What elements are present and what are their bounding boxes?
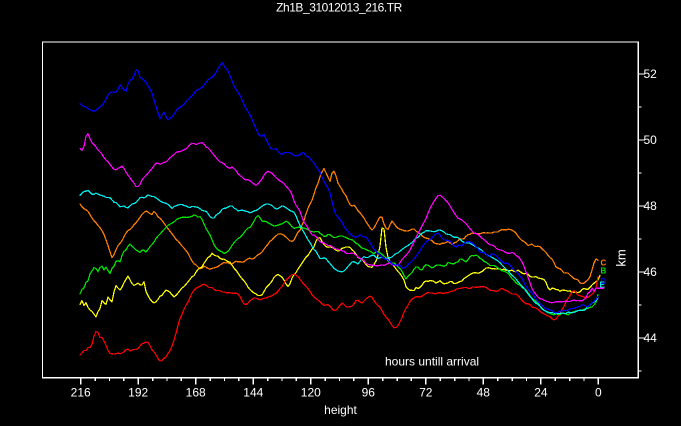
svg-text:48: 48 (477, 386, 491, 400)
svg-text:192: 192 (128, 386, 148, 400)
svg-text:144: 144 (243, 386, 263, 400)
svg-text:height: height (324, 403, 357, 417)
svg-text:52: 52 (644, 67, 658, 81)
svg-text:hours untill arrival: hours untill arrival (385, 355, 479, 369)
svg-text:C: C (601, 259, 607, 268)
svg-text:24: 24 (534, 386, 548, 400)
svg-text:50: 50 (644, 133, 658, 147)
svg-text:96: 96 (362, 386, 376, 400)
svg-text:D: D (601, 277, 607, 286)
svg-text:Zh1B_31012013_216.TR: Zh1B_31012013_216.TR (276, 1, 403, 15)
svg-text:46: 46 (644, 265, 658, 279)
svg-text:48: 48 (644, 199, 658, 213)
svg-text:0: 0 (595, 386, 602, 400)
svg-text:B: B (601, 267, 607, 276)
svg-text:72: 72 (419, 386, 433, 400)
svg-text:216: 216 (71, 386, 91, 400)
svg-text:E: E (600, 281, 606, 290)
svg-text:44: 44 (644, 331, 658, 345)
svg-text:120: 120 (301, 386, 321, 400)
svg-text:km: km (614, 249, 629, 266)
svg-text:168: 168 (186, 386, 206, 400)
